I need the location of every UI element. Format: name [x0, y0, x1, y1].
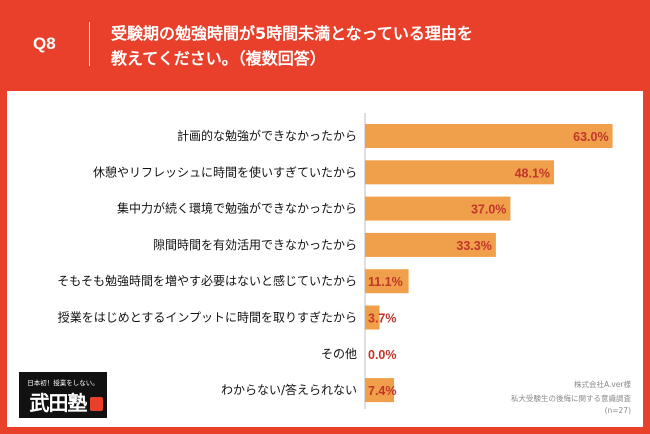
value-label-0: 63.0%: [573, 130, 608, 144]
value-label-1: 48.1%: [515, 166, 550, 180]
logo-badge: [90, 397, 103, 411]
value-label-3: 33.3%: [456, 239, 491, 253]
takedajuku-logo: 日本初！授業をしない。 武田塾: [19, 372, 107, 418]
value-label-2: 37.0%: [471, 203, 506, 217]
category-label-5: 授業をはじめとするインプットに時間を取りすぎたから: [58, 310, 357, 325]
category-label-7: わからない/答えられない: [221, 382, 357, 397]
chart-card: 計画的な勉強ができなかったから 63.0% 休憩やリフレッシュに時間を使いすぎていた…: [7, 91, 643, 427]
bar-5: [365, 305, 380, 330]
value-label-7: 7.4%: [368, 384, 397, 398]
logo-tagline: 日本初！授業をしない。: [27, 379, 99, 387]
value-label-5: 3.7%: [368, 312, 397, 326]
bar-7: [365, 378, 395, 403]
value-label-6: 0.0%: [368, 348, 397, 362]
source-n: (n=27): [604, 406, 631, 415]
category-label-2: 集中力が続く環境で勉強ができなかったから: [117, 201, 357, 216]
header-divider: [89, 22, 90, 66]
category-label-4: そもそも勉強時間を増やす必要はないと感じていたから: [57, 273, 357, 288]
category-label-0: 計画的な勉強ができなかったから: [177, 128, 357, 143]
bar-chart: 計画的な勉強ができなかったから 63.0% 休憩やリフレッシュに時間を使いすぎていた…: [57, 113, 613, 409]
bar-1: [365, 160, 555, 185]
bar-2: [365, 196, 511, 221]
value-label-4: 11.1%: [368, 275, 403, 289]
bar-0: [365, 124, 613, 148]
header: Q8 受験期の勉強時間が5時間未満となっている理由を 教えてください。（複数回答…: [0, 0, 650, 88]
question-title-line1: 受験期の勉強時間が5時間未満となっている理由を: [111, 24, 473, 43]
source-company: 株式会社A.ver様: [573, 380, 631, 389]
category-label-3: 隙間時間を有効活用できなかったから: [153, 237, 357, 252]
category-label-1: 休憩やリフレッシュに時間を使いすぎていたから: [93, 164, 357, 179]
bar-3: [365, 232, 496, 257]
question-label: Q8: [33, 34, 56, 53]
question-title-line2: 教えてください。（複数回答）: [111, 49, 326, 68]
bar-4: [365, 269, 409, 294]
logo-name: 武田塾: [29, 391, 88, 415]
source-survey: 私大受験生の後悔に関する意識調査: [511, 394, 631, 403]
question-title: 受験期の勉強時間が5時間未満となっている理由を 教えてください。（複数回答）: [111, 21, 631, 71]
category-label-6: その他: [321, 347, 357, 361]
